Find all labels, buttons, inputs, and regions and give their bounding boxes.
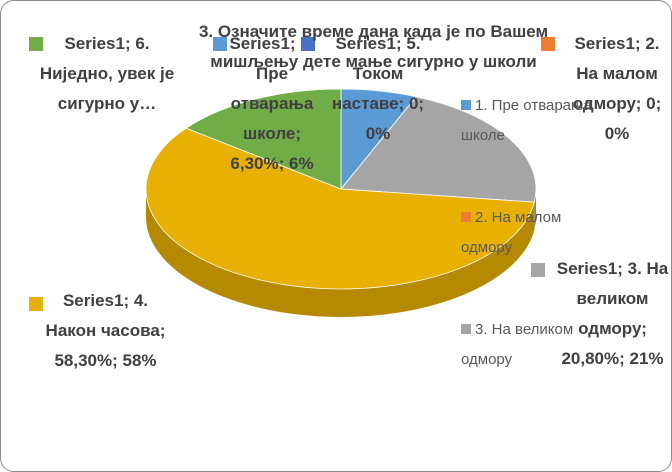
legend-label: 3. На великом одмору [461,321,574,368]
slice-side [534,189,536,231]
legend-key [29,37,43,51]
legend-entry: 1. Пре отварања школе [461,91,611,151]
data-label: Series1; 5. Током наставе; 0; 0% [331,34,425,143]
slice [340,96,537,203]
data-label: Series1; 4. Након часова; 58,30%; 58% [45,291,166,370]
legend-key [213,37,227,51]
legend-key [531,263,545,277]
slice [185,88,342,190]
data-label: Series1; 1. Пре отварања школе; 6,30%; 6… [229,34,315,173]
legend-key [301,37,315,51]
slice-side [146,189,535,317]
legend-label: 1. Пре отварања школе [461,97,592,144]
legend-key [541,37,555,51]
legend-entry: 3. На великом одмору [461,315,611,375]
legend-entry: 2. На малом одмору [461,203,611,263]
chart-title: 3. Означите време дана када је по Вашем … [198,22,549,71]
legend-swatch [461,100,471,110]
slice [145,127,535,290]
data-label: Series1; 2. На малом одмору; 0; 0% [572,34,662,143]
data-label: Series1; 6. Ниједно, увек је сигурно у… [39,34,175,113]
legend-swatch [461,324,471,334]
legend-swatch [461,212,471,222]
legend-key [29,297,43,311]
legend-label: 2. На малом одмору [461,209,562,256]
data-label: Series1; 3. На великом одмору; 20,80%; 2… [556,259,669,368]
